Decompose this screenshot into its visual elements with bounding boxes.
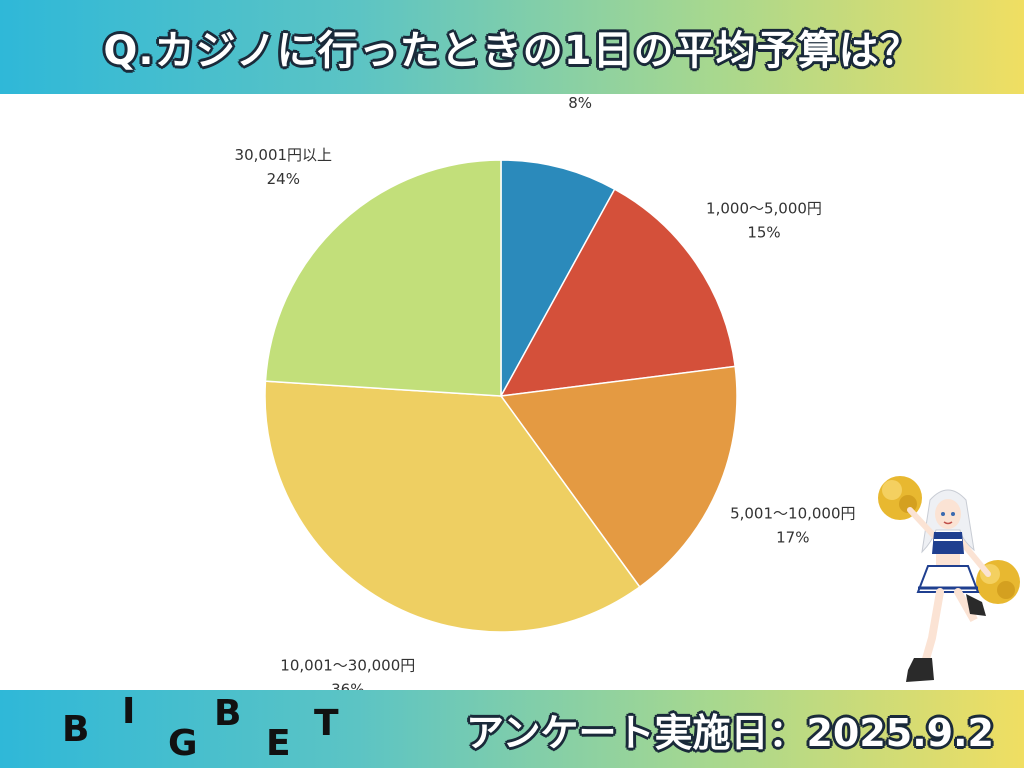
pie-slice <box>264 380 641 633</box>
pie-slice <box>499 188 736 397</box>
footer-banner: B I G B E T アンケート実施日：2025.9.2 <box>0 690 1024 768</box>
slice-value-label: 36% <box>331 681 364 690</box>
pie-slice <box>264 159 502 397</box>
logo-letter: I <box>122 691 136 732</box>
slice-category-label: 5,001～10,000円 <box>730 504 855 522</box>
slice-category-label: 30,001円以上 <box>235 146 333 164</box>
pie-slice <box>499 365 738 588</box>
logo-letter: B <box>214 693 242 734</box>
slice-value-label: 8% <box>568 94 592 112</box>
chart-title: Q.カジノに行ったときの1日の平均予算は？ <box>103 28 921 74</box>
header-banner: Q.カジノに行ったときの1日の平均予算は？ <box>0 0 1024 94</box>
pie-slice <box>500 159 616 397</box>
bigbet-logo: B I G B E T <box>62 690 362 768</box>
logo-letter: T <box>314 703 339 744</box>
slice-value-label: 24% <box>267 170 300 188</box>
slice-value-label: 15% <box>747 223 780 241</box>
slice-category-label: 1,000～5,000円 <box>706 199 822 217</box>
chart-area: 1,000円未満8%1,000～5,000円15%5,001～10,000円17… <box>0 94 1024 690</box>
pie-chart: 1,000円未満8%1,000～5,000円15%5,001～10,000円17… <box>235 94 856 690</box>
survey-date: アンケート実施日：2025.9.2 <box>466 710 994 755</box>
slice-category-label: 10,001～30,000円 <box>280 657 415 675</box>
logo-letter: E <box>266 723 291 764</box>
logo-letter: G <box>168 723 198 764</box>
slice-value-label: 17% <box>776 528 809 546</box>
cheerleader-mascot-icon <box>878 476 1020 682</box>
logo-letter: B <box>62 709 90 750</box>
